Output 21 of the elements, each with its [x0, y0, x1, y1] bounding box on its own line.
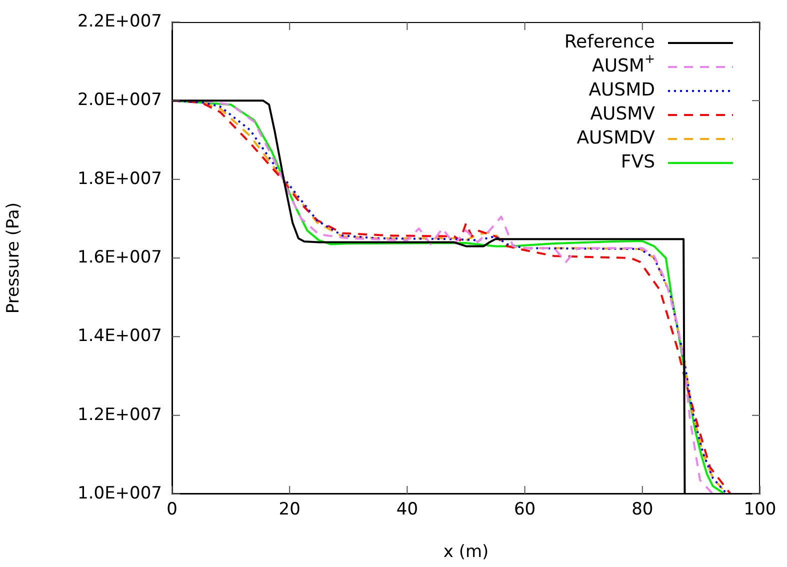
y-tick-label: 1.6E+007: [78, 247, 162, 268]
x-tick-label: 80: [632, 500, 654, 520]
legend-label: FVS: [620, 152, 655, 173]
x-axis-title: x (m): [443, 542, 489, 562]
y-tick-label: 2.2E+007: [78, 11, 162, 32]
y-tick-label: 1.0E+007: [78, 483, 162, 504]
y-tick-label: 1.8E+007: [78, 168, 162, 189]
x-tick-label: 60: [514, 500, 536, 520]
x-tick-label: 20: [278, 500, 300, 520]
y-tick-label: 2.0E+007: [78, 90, 162, 110]
x-tick-label: 100: [744, 500, 776, 520]
legend-label: AUSMDV: [576, 128, 656, 149]
y-tick-label: 1.2E+007: [78, 404, 162, 425]
legend-label: AUSMD: [588, 80, 656, 101]
legend-label: Reference: [564, 32, 656, 53]
x-tick-label: 0: [166, 500, 178, 520]
y-tick-label: 1.4E+007: [78, 326, 162, 346]
legend-label: AUSM+: [592, 51, 656, 77]
legend-label: AUSMV: [590, 104, 656, 125]
x-tick-label: 40: [396, 500, 418, 520]
y-axis-title: Pressure (Pa): [4, 202, 24, 314]
